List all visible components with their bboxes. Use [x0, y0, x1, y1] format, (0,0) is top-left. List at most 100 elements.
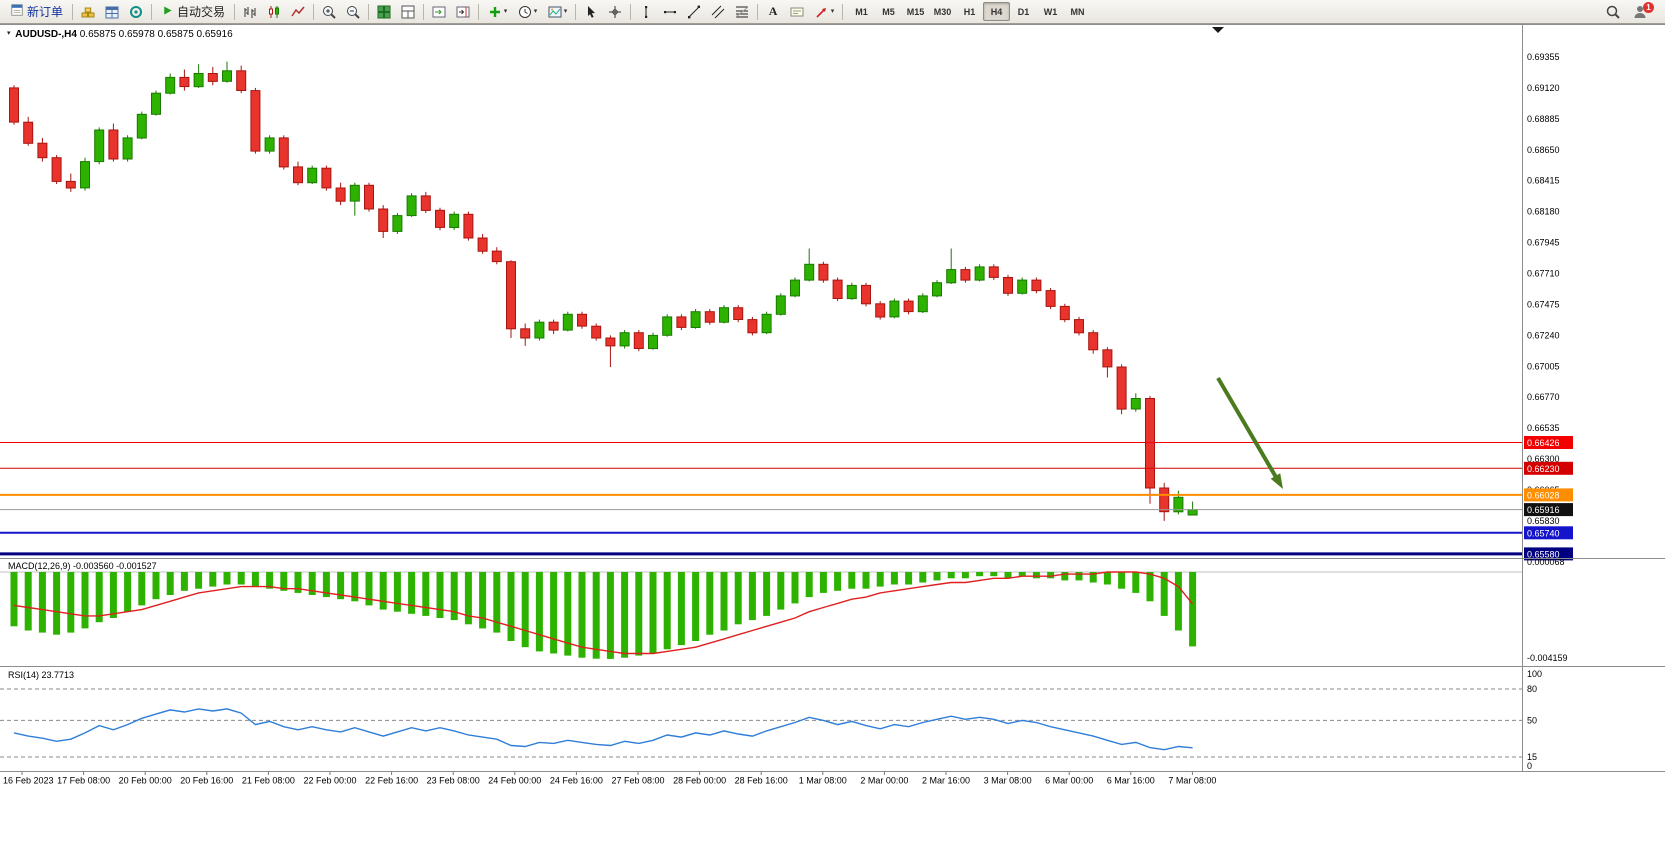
candles-series [9, 61, 1198, 521]
autotrading-label: 自动交易 [177, 5, 226, 19]
svg-text:0.66230: 0.66230 [1527, 464, 1560, 474]
svg-text:-0.004159: -0.004159 [1527, 653, 1568, 663]
svg-text:0.65830: 0.65830 [1527, 516, 1560, 526]
channel-tool-icon[interactable] [706, 1, 730, 22]
fibonacci-tool-icon[interactable] [730, 1, 754, 22]
price-tag: 0.66028 [1524, 488, 1573, 502]
timeframe-M5[interactable]: M5 [875, 2, 902, 21]
svg-text:24 Feb 00:00: 24 Feb 00:00 [488, 776, 541, 786]
toolbar: 新订单 自动交易 ▾ ▾ ▾ A ▾ M1 M5 M15 M30 H1 H4 D1 W1 MN … [0, 0, 1665, 24]
timeframe-M15[interactable]: M15 [902, 2, 929, 21]
svg-text:20 Feb 16:00: 20 Feb 16:00 [180, 776, 233, 786]
svg-text:22 Feb 16:00: 22 Feb 16:00 [365, 776, 418, 786]
svg-text:0.68415: 0.68415 [1527, 176, 1560, 186]
svg-text:0.67710: 0.67710 [1527, 269, 1560, 279]
trend-arrow-head[interactable] [1270, 473, 1283, 489]
svg-text:22 Feb 00:00: 22 Feb 00:00 [303, 776, 356, 786]
toolbar-right: 1 [1601, 1, 1661, 22]
market-watch-icon[interactable] [76, 1, 100, 22]
svg-text:17 Feb 08:00: 17 Feb 08:00 [57, 776, 110, 786]
svg-text:0.66028: 0.66028 [1527, 490, 1560, 500]
chart-shift-icon[interactable] [451, 1, 475, 22]
zoom-out-icon[interactable] [341, 1, 365, 22]
macd-histogram [10, 572, 1197, 659]
svg-text:0.000068: 0.000068 [1527, 557, 1565, 567]
svg-text:0.68885: 0.68885 [1527, 114, 1560, 124]
svg-text:2 Mar 00:00: 2 Mar 00:00 [860, 776, 908, 786]
timeframe-M1[interactable]: M1 [848, 2, 875, 21]
data-window-icon[interactable] [100, 1, 124, 22]
new-order-label: 新订单 [27, 5, 64, 19]
svg-text:23 Feb 08:00: 23 Feb 08:00 [427, 776, 480, 786]
separator [423, 3, 425, 20]
svg-text:6 Mar 16:00: 6 Mar 16:00 [1107, 776, 1155, 786]
crosshair-tool-icon[interactable] [603, 1, 627, 22]
svg-text:0.66300: 0.66300 [1527, 454, 1560, 464]
text-tool-button[interactable]: A [761, 1, 785, 22]
time-axis[interactable]: 16 Feb 2023 17 Feb 08:00 20 Feb 00:00 20 Fe… [3, 772, 1216, 786]
horizontal-line-tool-icon[interactable] [658, 1, 682, 22]
autotrading-play-icon [161, 4, 174, 20]
svg-text:24 Feb 16:00: 24 Feb 16:00 [550, 776, 603, 786]
auto-scroll-icon[interactable] [427, 1, 451, 22]
separator [234, 3, 236, 20]
arrange-windows-icon[interactable] [396, 1, 420, 22]
bar-chart-icon[interactable] [238, 1, 262, 22]
navigator-icon[interactable] [124, 1, 148, 22]
svg-text:1 Mar 08:00: 1 Mar 08:00 [799, 776, 847, 786]
autotrading-button[interactable]: 自动交易 [155, 1, 231, 22]
svg-text:0: 0 [1527, 761, 1532, 771]
timeframe-D1[interactable]: D1 [1010, 2, 1037, 21]
add-indicator-button[interactable]: ▾ [482, 1, 512, 22]
new-order-icon [10, 3, 24, 20]
svg-text:50: 50 [1527, 715, 1537, 725]
cursor-tool-icon[interactable] [579, 1, 603, 22]
new-order-button[interactable]: 新订单 [4, 1, 69, 22]
svg-text:7 Mar 08:00: 7 Mar 08:00 [1168, 776, 1216, 786]
separator [151, 3, 153, 20]
horizontal-levels [0, 442, 1522, 556]
price-axis[interactable]: 0.69355 0.69120 0.68885 0.68650 0.68415 0.681… [1524, 52, 1573, 771]
svg-text:21 Feb 08:00: 21 Feb 08:00 [242, 776, 295, 786]
timeframe-H1[interactable]: H1 [956, 2, 983, 21]
rsi-line [13, 708, 1193, 751]
notification-badge: 1 [1643, 2, 1654, 13]
svg-text:15: 15 [1527, 752, 1537, 762]
search-icon[interactable] [1601, 1, 1625, 22]
text-label-tool-icon[interactable] [785, 1, 809, 22]
separator [842, 3, 844, 20]
price-tag: 0.66426 [1524, 436, 1573, 449]
templates-button[interactable]: ▾ [542, 1, 572, 22]
svg-text:6 Mar 00:00: 6 Mar 00:00 [1045, 776, 1093, 786]
separator [368, 3, 370, 20]
svg-text:80: 80 [1527, 684, 1537, 694]
trendline-tool-icon[interactable] [682, 1, 706, 22]
svg-text:0.65740: 0.65740 [1527, 528, 1560, 538]
trend-arrow[interactable] [1216, 376, 1280, 482]
timeframe-group: M1 M5 M15 M30 H1 H4 D1 W1 MN [848, 2, 1091, 21]
svg-text:0.68180: 0.68180 [1527, 207, 1560, 217]
line-chart-icon[interactable] [286, 1, 310, 22]
svg-text:0.66770: 0.66770 [1527, 392, 1560, 402]
chevron-down-icon: ▾ [563, 8, 568, 15]
svg-text:0.68650: 0.68650 [1527, 145, 1560, 155]
chart-shift-marker[interactable] [1212, 27, 1224, 33]
svg-text:28 Feb 00:00: 28 Feb 00:00 [673, 776, 726, 786]
timeframe-W1[interactable]: W1 [1037, 2, 1064, 21]
text-tool-icon: A [768, 4, 778, 18]
vertical-line-tool-icon[interactable] [634, 1, 658, 22]
arrows-tool-button[interactable]: ▾ [809, 1, 839, 22]
candlestick-chart-icon[interactable] [262, 1, 286, 22]
user-account-button[interactable]: 1 [1625, 1, 1655, 22]
zoom-in-icon[interactable] [317, 1, 341, 22]
timeframe-H4[interactable]: H4 [983, 2, 1011, 21]
svg-text:0.67240: 0.67240 [1527, 330, 1560, 340]
price-tag: 0.66230 [1524, 461, 1573, 475]
periods-button[interactable]: ▾ [512, 1, 542, 22]
tile-windows-icon[interactable] [372, 1, 396, 22]
macd-signal-line [13, 571, 1194, 655]
timeframe-MN[interactable]: MN [1064, 2, 1091, 21]
separator [478, 3, 480, 20]
timeframe-M30[interactable]: M30 [929, 2, 956, 21]
